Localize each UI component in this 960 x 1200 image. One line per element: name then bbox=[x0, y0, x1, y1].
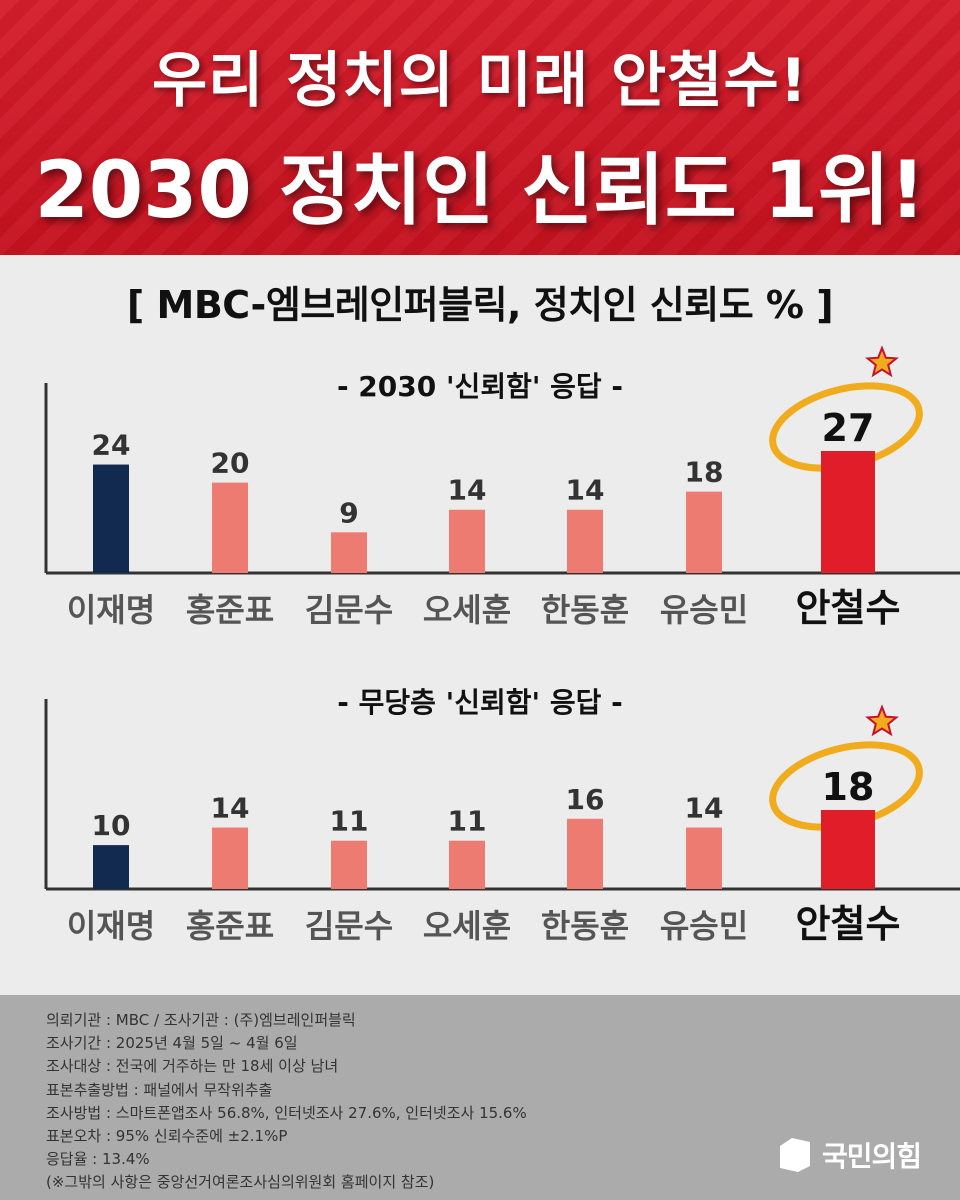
category-label: 한동훈 bbox=[541, 907, 629, 945]
bar-independent-3 bbox=[331, 840, 367, 889]
bar-2030-7 bbox=[821, 451, 875, 573]
chart-panel-2030: - 2030 '신뢰함' 응답 - 24 이재명 20 홍준표 9 김문수 14 오세훈 14 한… bbox=[0, 345, 960, 655]
value-label: 20 bbox=[211, 447, 250, 480]
category-label: 유승민 bbox=[660, 907, 748, 945]
bar-independent-4 bbox=[449, 840, 485, 889]
headline-line-1: 우리 정치의 미래 안철수! bbox=[151, 46, 809, 116]
chart-panel-independent: - 무당층 '신뢰함' 응답 - 10 이재명 14 홍준표 11 김문수 11 오세훈 16 한… bbox=[0, 681, 960, 971]
category-label: 김문수 bbox=[305, 907, 393, 945]
category-label: 홍준표 bbox=[186, 591, 274, 629]
bar-chart-2030: 24 이재명 20 홍준표 9 김문수 14 오세훈 14 한동훈 18 유승민 27 안철수 bbox=[44, 345, 960, 630]
category-label: 안철수 bbox=[796, 902, 901, 946]
value-label: 11 bbox=[330, 805, 369, 838]
value-label: 18 bbox=[685, 456, 724, 489]
value-label: 16 bbox=[566, 783, 605, 816]
survey-note-line: 조사기간 : 2025년 4월 5일 ~ 4월 6일 bbox=[46, 1034, 298, 1053]
bar-2030-6 bbox=[686, 491, 722, 573]
bar-2030-4 bbox=[449, 509, 485, 573]
survey-note-line: 표본오차 : 95% 신뢰수준에 ±2.1%P bbox=[46, 1127, 288, 1146]
category-label: 오세훈 bbox=[423, 907, 511, 945]
headline-banner: 우리 정치의 미래 안철수! 2030 정치인 신뢰도 1위! bbox=[0, 0, 960, 255]
category-label: 이재명 bbox=[67, 591, 155, 629]
value-label: 27 bbox=[822, 406, 875, 450]
value-label: 14 bbox=[448, 474, 487, 507]
survey-note-line: 의뢰기관 : MBC / 조사기관 : (주)엠브레인퍼블릭 bbox=[46, 1011, 356, 1029]
value-label: 14 bbox=[566, 474, 605, 507]
survey-note-line: 표본추출방법 : 패널에서 무작위추출 bbox=[46, 1080, 273, 1099]
survey-note-line: 조사대상 : 전국에 거주하는 만 18세 이상 남녀 bbox=[46, 1057, 339, 1076]
star-icon bbox=[865, 704, 899, 737]
bar-2030-2 bbox=[212, 482, 248, 573]
category-label: 한동훈 bbox=[541, 591, 629, 629]
value-label: 14 bbox=[685, 792, 724, 825]
value-label: 14 bbox=[211, 792, 250, 825]
category-label: 홍준표 bbox=[186, 907, 274, 945]
value-label: 10 bbox=[92, 809, 131, 842]
bar-independent-2 bbox=[212, 827, 248, 889]
category-label: 유승민 bbox=[660, 591, 748, 629]
value-label: 18 bbox=[822, 765, 875, 809]
party-logo: 국민의힘 bbox=[776, 1135, 922, 1175]
headline-line-2: 2030 정치인 신뢰도 1위! bbox=[34, 146, 926, 236]
survey-note-line: (※그밖의 사항은 중앙선거여론조사심의위원회 홈페이지 참조) bbox=[46, 1173, 435, 1192]
bar-independent-7 bbox=[821, 810, 875, 889]
party-logo-icon bbox=[780, 1138, 810, 1172]
star-icon bbox=[865, 345, 899, 378]
bar-2030-3 bbox=[331, 532, 367, 573]
category-label: 안철수 bbox=[796, 586, 901, 630]
bar-2030-5 bbox=[567, 509, 603, 573]
bar-independent-1 bbox=[93, 845, 129, 889]
category-label: 이재명 bbox=[67, 907, 155, 945]
bar-2030-1 bbox=[93, 464, 129, 573]
value-label: 9 bbox=[339, 496, 358, 529]
bar-independent-6 bbox=[686, 827, 722, 889]
bar-independent-5 bbox=[567, 818, 603, 889]
value-label: 24 bbox=[92, 429, 131, 462]
survey-note-line: 조사방법 : 스마트폰앱조사 56.8%, 인터넷조사 27.6%, 인터넷조사… bbox=[46, 1103, 527, 1122]
chart-title-independent: - 무당층 '신뢰함' 응답 - bbox=[337, 686, 623, 719]
survey-note-line: 응답율 : 13.4% bbox=[46, 1150, 150, 1169]
chart-title-2030: - 2030 '신뢰함' 응답 - bbox=[336, 370, 624, 403]
chart-heading: [ MBC-엠브레인퍼블릭, 정치인 신뢰도 % ] bbox=[126, 283, 834, 327]
value-label: 11 bbox=[448, 805, 487, 838]
category-label: 오세훈 bbox=[423, 591, 511, 629]
bar-chart-independent: 10 이재명 14 홍준표 11 김문수 11 오세훈 16 한동훈 14 유승민 18 안철수 bbox=[44, 699, 960, 946]
category-label: 김문수 bbox=[305, 591, 393, 629]
party-logo-text: 국민의힘 bbox=[822, 1140, 922, 1173]
